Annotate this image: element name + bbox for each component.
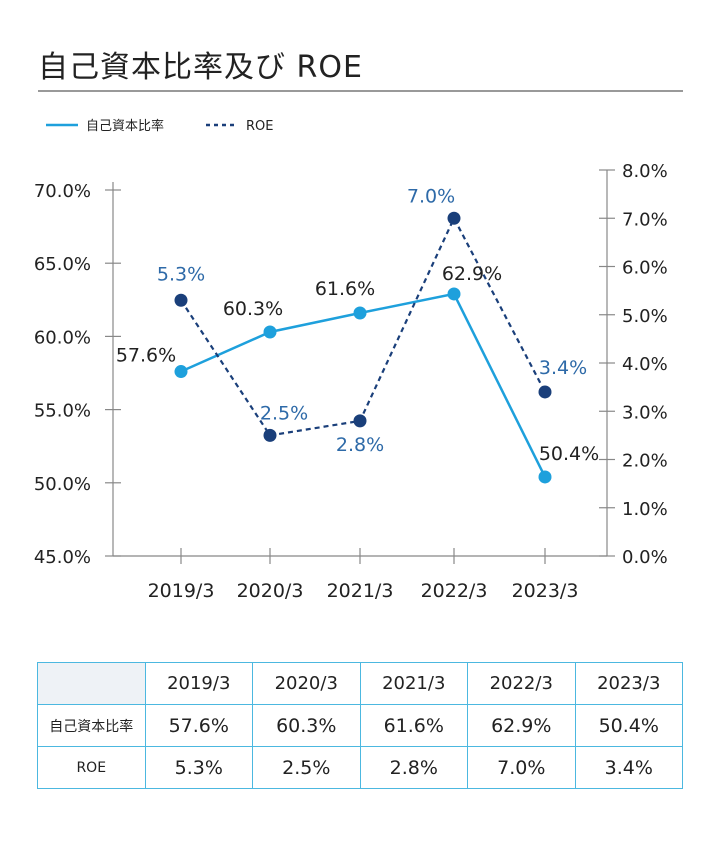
table-cell: 60.3% xyxy=(252,704,361,747)
table-header-cell: 2023/3 xyxy=(574,662,683,705)
right-axis-tick-label: 3.0% xyxy=(622,402,668,423)
table-header-cell: 2020/3 xyxy=(252,662,361,705)
table-header-row: 2019/3 2020/3 2021/3 2022/3 2023/3 xyxy=(37,662,683,705)
table-row-roe: ROE 5.3% 2.5% 2.8% 7.0% 3.4% xyxy=(37,746,683,789)
data-label-roe: 7.0% xyxy=(407,185,455,207)
table-cell: 2.5% xyxy=(252,746,361,789)
x-axis-tick-label: 2022/3 xyxy=(421,580,488,602)
chart-title: 自己資本比率及び ROE xyxy=(38,50,363,85)
data-label-equity-ratio: 61.6% xyxy=(315,278,375,300)
table-cell: 3.4% xyxy=(574,746,683,789)
table-cell: 5.3% xyxy=(144,746,253,789)
right-axis-tick-label: 5.0% xyxy=(622,306,668,327)
data-label-roe: 3.4% xyxy=(539,357,587,379)
right-axis-tick-label: 7.0% xyxy=(622,209,668,230)
left-axis-tick-label: 70.0% xyxy=(34,181,91,202)
right-axis-tick-label: 2.0% xyxy=(622,451,668,472)
data-label-roe: 2.5% xyxy=(260,402,308,424)
data-label-roe: 5.3% xyxy=(157,263,205,285)
table-row-equity-ratio: 自己資本比率 57.6% 60.3% 61.6% 62.9% 50.4% xyxy=(37,704,683,747)
line-chart: 自己資本比率 ROE 45.0% 50.0% 55.0% 60.0% 65.0% 70.0% 0… xyxy=(34,118,668,602)
data-label-equity-ratio: 60.3% xyxy=(223,298,283,320)
right-axis-tick-label: 1.0% xyxy=(622,499,668,520)
table-cell: 57.6% xyxy=(144,704,253,747)
table-row-label: ROE xyxy=(37,746,146,789)
table-row-label: 自己資本比率 xyxy=(37,704,146,747)
table-cell: 7.0% xyxy=(467,746,576,789)
table-cell: 61.6% xyxy=(359,704,468,747)
data-point-equity-ratio xyxy=(263,325,277,339)
table-header-cell: 2019/3 xyxy=(144,662,253,705)
data-label-equity-ratio: 50.4% xyxy=(539,443,599,465)
data-point-roe xyxy=(353,414,367,428)
data-point-roe xyxy=(538,385,552,399)
data-label-equity-ratio: 62.9% xyxy=(442,263,502,285)
table-header-cell: 2021/3 xyxy=(359,662,468,705)
right-axis-tick-label: 8.0% xyxy=(622,161,668,182)
left-axis-tick-label: 65.0% xyxy=(34,254,91,275)
x-axis-tick-label: 2020/3 xyxy=(237,580,304,602)
x-axis-tick-label: 2023/3 xyxy=(512,580,579,602)
data-point-equity-ratio xyxy=(353,306,367,320)
left-axis-tick-label: 50.0% xyxy=(34,474,91,495)
series-line-roe xyxy=(180,215,546,437)
table-corner-cell xyxy=(37,662,146,705)
data-point-roe xyxy=(447,211,461,225)
legend-label-equity-ratio: 自己資本比率 xyxy=(86,118,164,134)
table-header-cell: 2022/3 xyxy=(467,662,576,705)
left-axis-tick-label: 55.0% xyxy=(34,401,91,422)
table-cell: 2.8% xyxy=(359,746,468,789)
data-table: 2019/3 2020/3 2021/3 2022/3 2023/3 自己資本比… xyxy=(37,662,683,789)
right-axis-tick-label: 4.0% xyxy=(622,354,668,375)
title-divider xyxy=(38,90,683,92)
x-axis-tick-label: 2019/3 xyxy=(148,580,215,602)
right-axis-tick-label: 0.0% xyxy=(622,547,668,568)
data-point-equity-ratio xyxy=(447,287,461,301)
data-label-equity-ratio: 57.6% xyxy=(116,345,176,367)
data-label-roe: 2.8% xyxy=(336,434,384,456)
data-point-equity-ratio xyxy=(174,365,188,379)
data-point-equity-ratio xyxy=(538,470,552,484)
x-axis-tick-label: 2021/3 xyxy=(327,580,394,602)
data-point-roe xyxy=(174,293,188,307)
right-axis-tick-label: 6.0% xyxy=(622,258,668,279)
left-axis-tick-label: 45.0% xyxy=(34,547,91,568)
table-cell: 50.4% xyxy=(574,704,683,747)
table-cell: 62.9% xyxy=(467,704,576,747)
data-point-roe xyxy=(263,428,277,442)
left-axis-tick-label: 60.0% xyxy=(34,327,91,348)
legend-label-roe: ROE xyxy=(246,119,273,134)
